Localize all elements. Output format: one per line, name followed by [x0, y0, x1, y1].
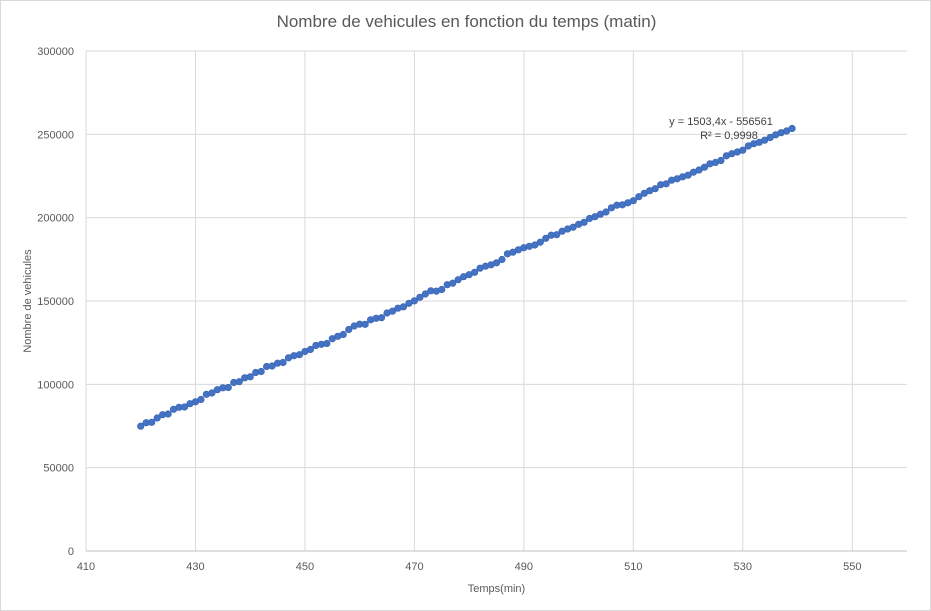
data-point [739, 146, 747, 154]
data-point [542, 234, 550, 242]
data-point [224, 383, 232, 392]
data-point [377, 314, 386, 322]
x-tick-label: 510 [624, 561, 642, 573]
data-point [164, 410, 172, 418]
data-point [345, 325, 353, 334]
data-point [492, 259, 501, 267]
data-point [700, 163, 709, 171]
data-point [635, 193, 643, 201]
x-axis-title: Temps(min) [468, 583, 525, 595]
x-tick-label: 410 [77, 561, 95, 573]
data-point [416, 293, 424, 301]
data-point [788, 124, 796, 133]
data-point [449, 279, 457, 287]
data-point [454, 276, 462, 284]
data-point [553, 231, 561, 239]
data-point [148, 418, 156, 426]
x-tick-label: 550 [843, 561, 861, 573]
trendline-equation: y = 1503,4x - 556561 [669, 116, 773, 128]
y-tick-label: 300000 [37, 46, 74, 58]
data-point [257, 367, 265, 376]
data-point [306, 345, 315, 354]
data-point [361, 320, 369, 328]
data-point [580, 218, 588, 226]
data-point [246, 373, 254, 381]
data-point [536, 238, 544, 246]
data-point [197, 395, 205, 404]
data-point [208, 389, 216, 397]
x-tick-label: 470 [405, 561, 423, 573]
data-point [339, 330, 347, 339]
data-point [137, 422, 145, 430]
y-tick-label: 200000 [37, 213, 74, 225]
x-tick-label: 430 [186, 561, 204, 573]
data-point [438, 285, 446, 294]
data-point [602, 208, 610, 216]
data-point [388, 307, 397, 315]
x-tick-label: 530 [734, 561, 752, 573]
data-point [153, 414, 161, 422]
data-point [323, 339, 331, 348]
data-point [498, 255, 506, 264]
data-point [235, 378, 243, 386]
x-tick-label: 450 [296, 561, 314, 573]
data-point [662, 180, 670, 188]
y-tick-label: 0 [68, 546, 74, 558]
data-point [180, 403, 189, 411]
chart-title: Nombre de vehicules en fonction du temps… [276, 12, 657, 31]
y-tick-label: 50000 [43, 463, 74, 475]
y-tick-label: 150000 [37, 296, 74, 308]
data-point [717, 156, 725, 165]
data-point [471, 268, 479, 276]
data-point [295, 351, 304, 359]
x-tick-label: 490 [515, 561, 533, 573]
y-tick-label: 100000 [37, 379, 74, 391]
data-point [629, 197, 637, 205]
y-tick-label: 250000 [37, 129, 74, 141]
data-point [421, 290, 429, 298]
data-point [399, 303, 408, 311]
trendline-r-squared: R² = 0,9998 [700, 130, 758, 142]
data-point [410, 297, 419, 305]
data-point [279, 358, 287, 367]
data-point [651, 185, 659, 193]
data-point [684, 171, 692, 179]
y-axis-title: Nombre de vehicules [22, 249, 34, 353]
